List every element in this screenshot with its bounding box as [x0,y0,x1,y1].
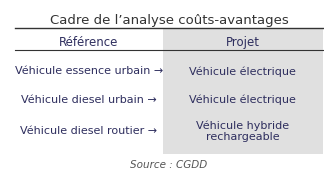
Text: Cadre de l’analyse coûts-avantages: Cadre de l’analyse coûts-avantages [50,14,288,27]
Text: Véhicule électrique: Véhicule électrique [189,94,296,105]
Text: Véhicule diesel routier →: Véhicule diesel routier → [20,126,157,136]
Text: Véhicule essence urbain →: Véhicule essence urbain → [15,66,163,77]
Text: Projet: Projet [226,36,260,49]
Text: Véhicule électrique: Véhicule électrique [189,66,296,77]
Text: Référence: Référence [59,36,119,49]
Text: Véhicule diesel urbain →: Véhicule diesel urbain → [21,95,157,104]
Bar [163,28,323,154]
Text: Véhicule hybride
rechargeable: Véhicule hybride rechargeable [196,120,289,142]
Text: Source : CGDD: Source : CGDD [130,160,208,170]
